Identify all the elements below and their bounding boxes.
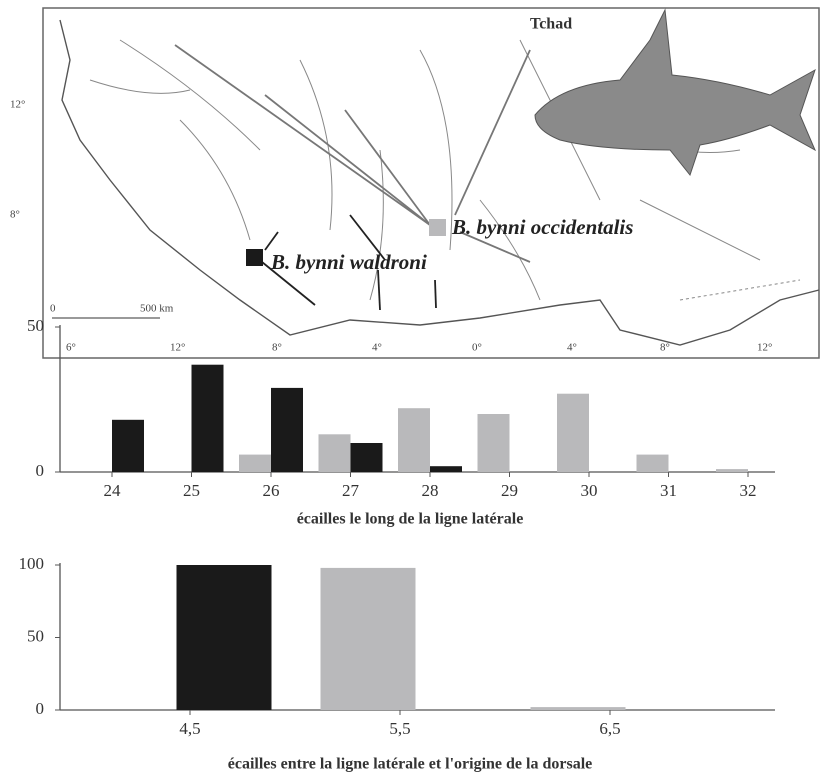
- legend-label: B. bynni waldroni: [270, 250, 427, 274]
- legend-label: B. bynni occidentalis: [451, 215, 633, 239]
- bar: [177, 565, 272, 710]
- map: B. bynni waldroni B. bynni occidentalis …: [43, 8, 819, 358]
- y-tick-label: 50: [27, 316, 44, 335]
- bar: [531, 707, 626, 710]
- lat-label: 12°: [10, 99, 25, 111]
- x-tick-label: 24: [104, 481, 122, 500]
- lon-label: 0°: [472, 342, 482, 354]
- lon-label: 12°: [170, 342, 185, 354]
- bar: [239, 455, 271, 472]
- bar: [112, 420, 144, 472]
- bar: [398, 408, 430, 472]
- x-tick-label: 31: [660, 481, 677, 500]
- legend-swatch: [246, 249, 263, 266]
- x-tick-label: 27: [342, 481, 360, 500]
- x-tick-label: 32: [740, 481, 757, 500]
- lon-label: 8°: [660, 342, 670, 354]
- place-label: Tchad: [530, 16, 572, 33]
- scale-label: 0: [50, 303, 56, 315]
- y-tick-label: 0: [36, 461, 45, 480]
- y-tick-label: 0: [36, 699, 45, 718]
- bar: [351, 443, 383, 472]
- x-tick-label: 4,5: [179, 719, 200, 738]
- bar: [192, 365, 224, 472]
- lon-label: 8°: [272, 342, 282, 354]
- x-axis-title: écailles entre la ligne latérale et l'or…: [228, 756, 593, 773]
- x-tick-label: 5,5: [389, 719, 410, 738]
- x-axis-title: écailles le long de la ligne latérale: [297, 511, 524, 528]
- y-tick-label: 50: [27, 626, 44, 645]
- lon-label: 4°: [372, 342, 382, 354]
- lon-label: 4°: [567, 342, 577, 354]
- x-tick-label: 29: [501, 481, 518, 500]
- charts: 0 50 24 25 26 27 28 29 30 31 32 écailles le long de…: [19, 316, 776, 773]
- bar: [478, 414, 510, 472]
- bar: [637, 455, 669, 472]
- bar: [319, 434, 351, 472]
- scale-label: 500 km: [140, 303, 174, 315]
- lat-label: 8°: [10, 209, 20, 221]
- bar: [321, 568, 416, 710]
- lon-label: 6°: [66, 342, 76, 354]
- bar: [557, 394, 589, 472]
- y-tick-label: 100: [19, 554, 45, 573]
- x-tick-label: 6,5: [599, 719, 620, 738]
- bar: [716, 469, 748, 472]
- lon-label: 12°: [757, 342, 772, 354]
- bar: [271, 388, 303, 472]
- bar: [430, 466, 462, 472]
- figure: B. bynni waldroni B. bynni occidentalis …: [0, 0, 821, 777]
- legend-swatch: [429, 219, 446, 236]
- x-tick-label: 28: [422, 481, 439, 500]
- x-tick-label: 26: [263, 481, 280, 500]
- x-tick-label: 25: [183, 481, 200, 500]
- x-tick-label: 30: [581, 481, 598, 500]
